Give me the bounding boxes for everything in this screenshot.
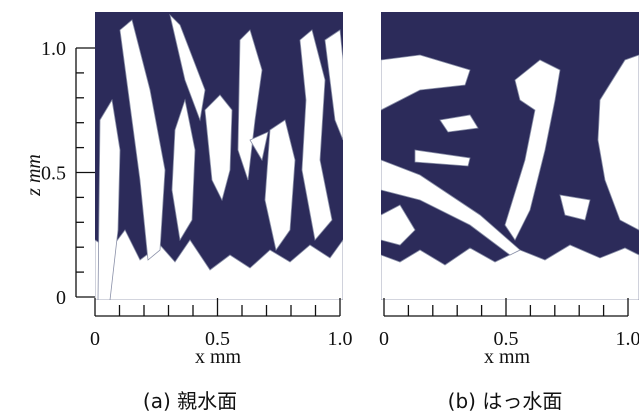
caption: (b) はっ水面 <box>448 389 563 413</box>
image-a <box>95 12 343 300</box>
x-tick-label: 1.0 <box>328 328 353 350</box>
x-axis-label: x mm <box>484 346 531 368</box>
y-tick-label: 1.0 <box>41 38 66 60</box>
y-axis-label: z mm <box>23 154 45 197</box>
y-tick-label: 0 <box>56 287 66 309</box>
x-tick-label: 0 <box>90 328 100 350</box>
caption: (a) 親水面 <box>143 389 237 413</box>
image-b <box>381 12 639 300</box>
x-tick-label: 0 <box>379 328 389 350</box>
x-axis-label: x mm <box>195 346 242 368</box>
x-tick-label: 1.0 <box>616 328 639 350</box>
figure: 00.51.000.51.01.00.50 z mm x mm x mm (a)… <box>0 0 639 417</box>
